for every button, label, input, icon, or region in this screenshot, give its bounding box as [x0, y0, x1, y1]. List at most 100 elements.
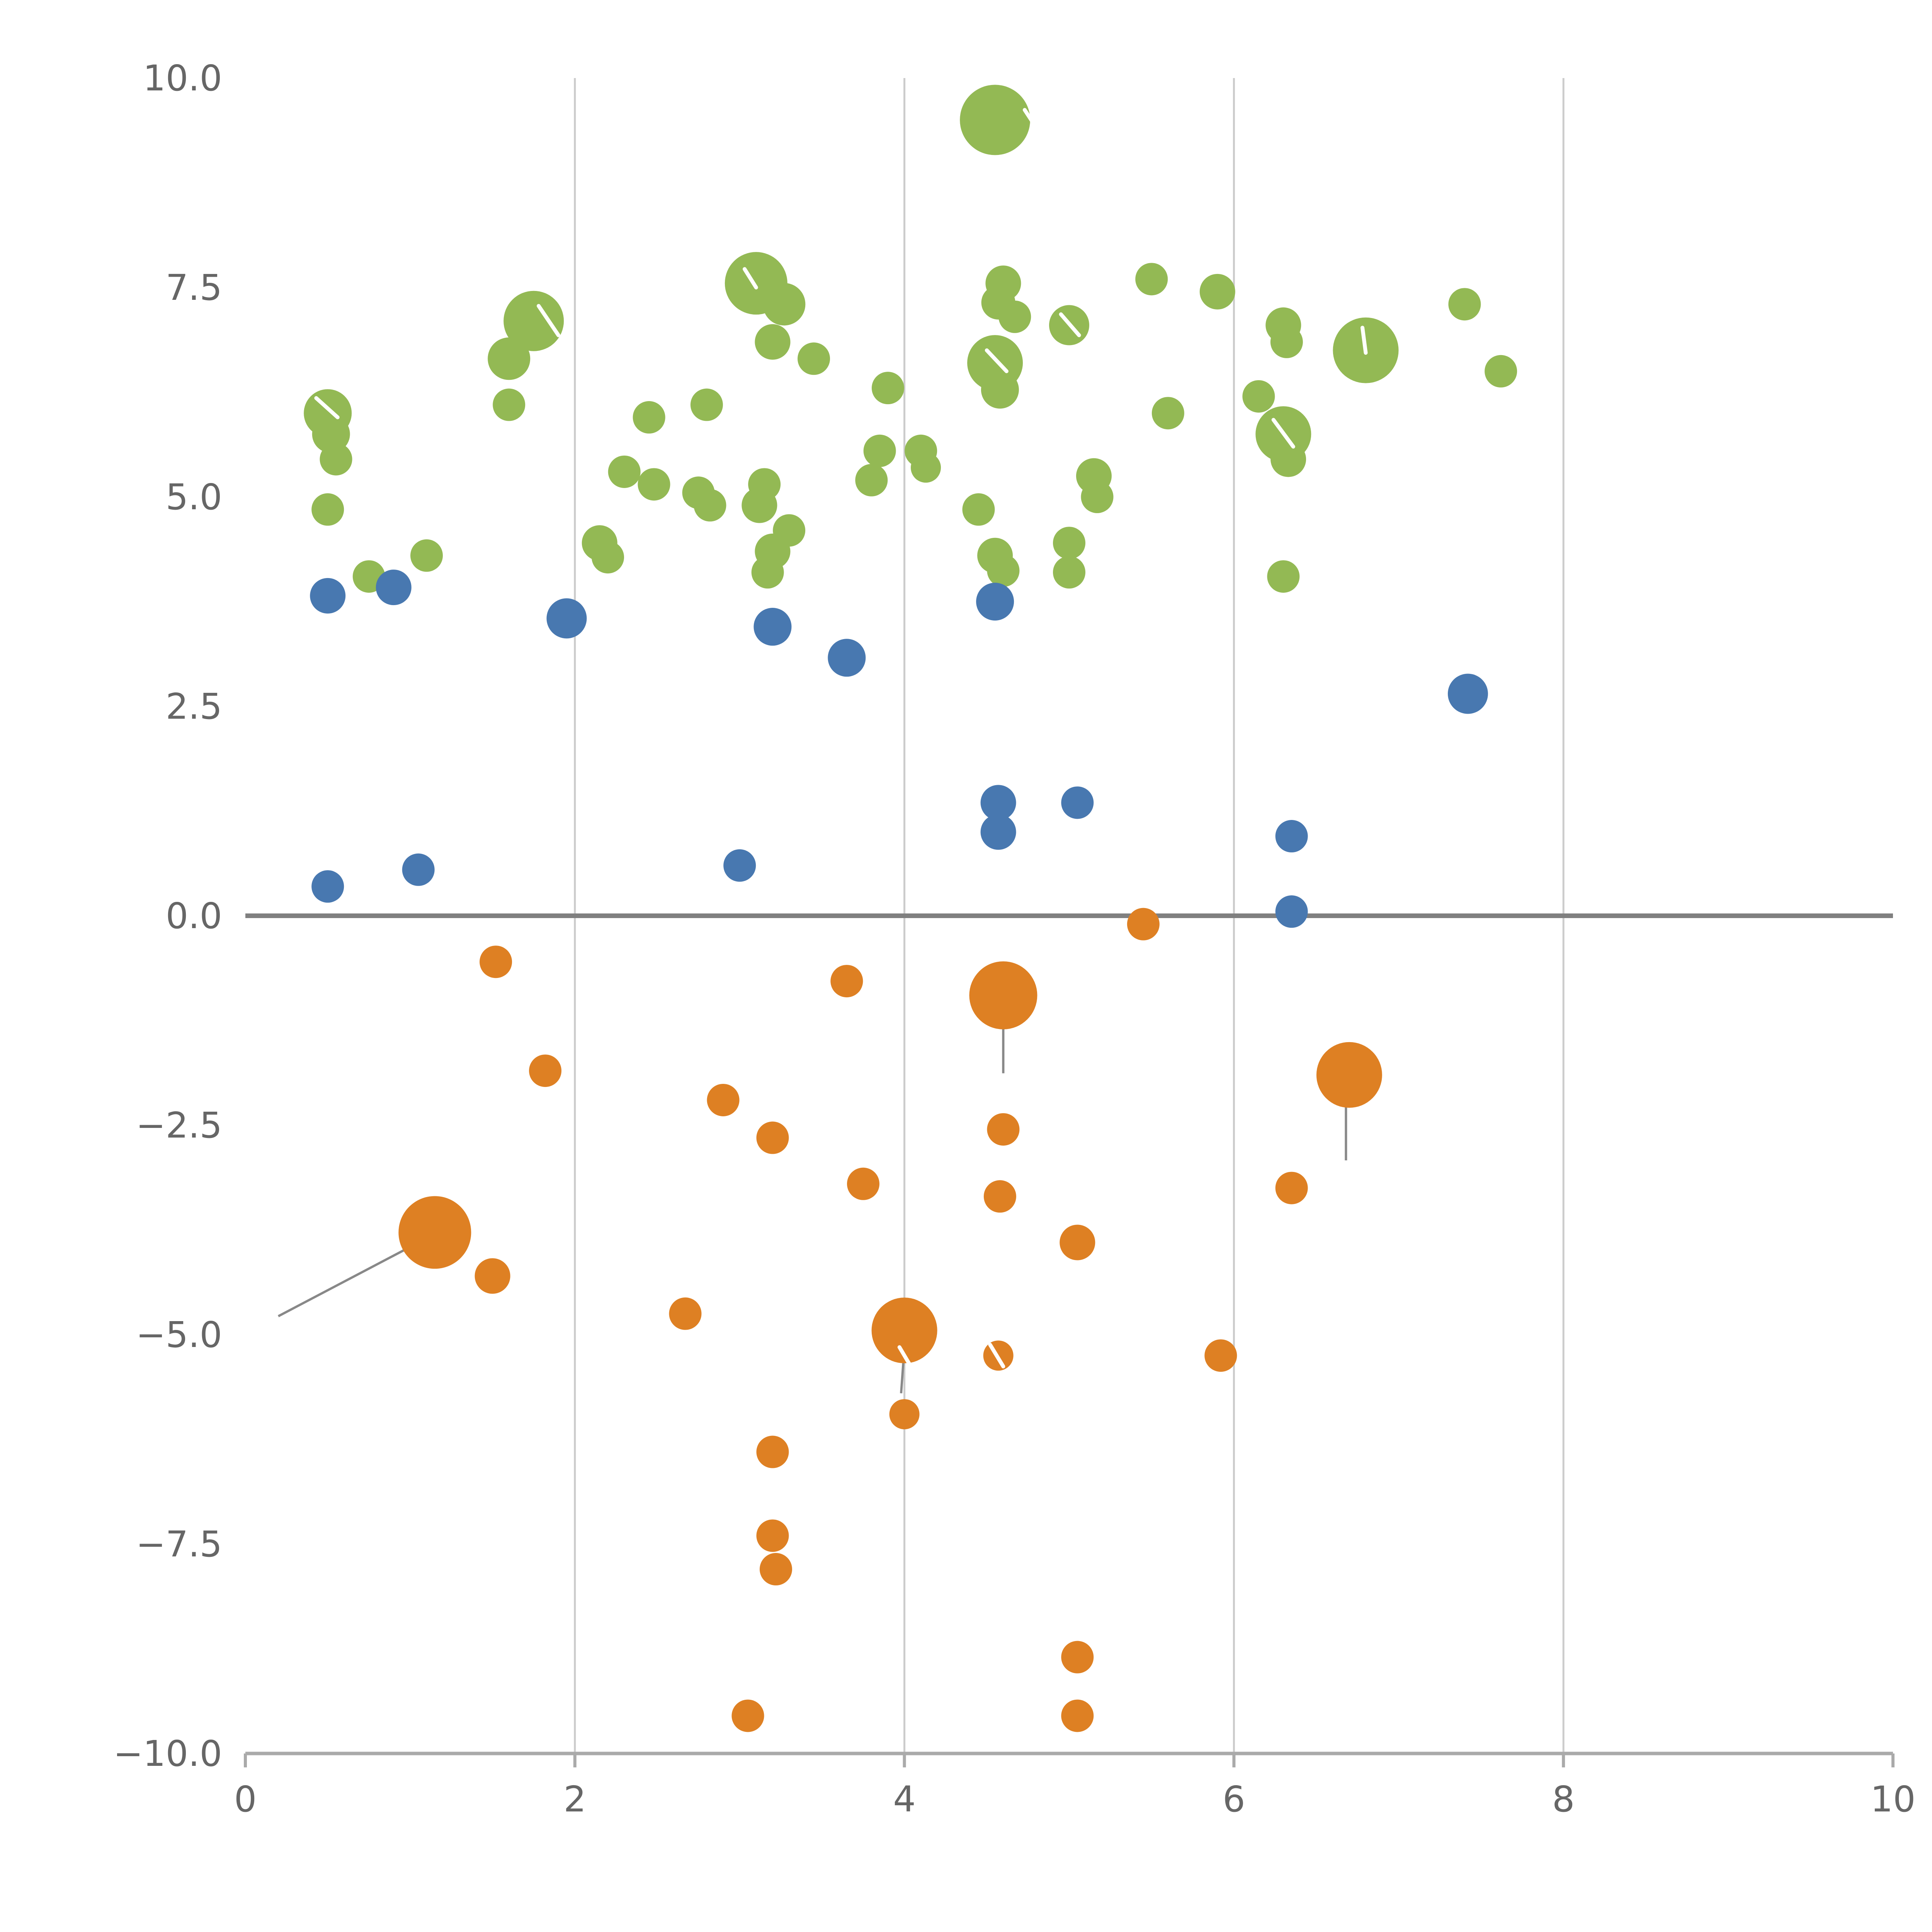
green-data-point — [1485, 355, 1517, 388]
orange-data-point — [756, 1519, 789, 1552]
green-data-point — [1448, 288, 1481, 321]
y-tick-label: −5.0 — [136, 1314, 222, 1355]
green-data-point — [312, 415, 350, 453]
blue-data-point — [546, 598, 587, 639]
orange-data-point — [756, 1435, 789, 1468]
white-mark — [985, 348, 1009, 373]
green-data-point — [320, 443, 352, 476]
blue-data-point — [828, 639, 866, 677]
green-data-point — [608, 455, 641, 488]
orange-data-point — [969, 961, 1037, 1029]
white-mark — [897, 1345, 917, 1374]
orange-data-point — [1204, 1339, 1237, 1372]
green-data-point — [981, 371, 1019, 409]
x-tick-label: 10 — [1870, 1779, 1915, 1820]
x-tick-label: 2 — [564, 1779, 587, 1820]
green-data-point — [855, 464, 888, 497]
y-tick-label: 7.5 — [166, 267, 222, 308]
green-data-point — [633, 401, 665, 434]
white-mark — [536, 304, 561, 337]
x-tick-label: 6 — [1223, 1779, 1245, 1820]
green-data-point — [987, 554, 1020, 587]
green-data-point — [751, 556, 784, 589]
x-tick-label: 0 — [234, 1779, 257, 1820]
blue-data-point — [311, 870, 344, 903]
orange-data-point — [529, 1054, 562, 1087]
orange-data-point — [760, 1553, 793, 1586]
orange-data-point — [1127, 908, 1160, 940]
y-tick-label: −7.5 — [136, 1524, 222, 1565]
white-mark — [988, 1343, 1005, 1369]
blue-data-point — [402, 853, 435, 886]
blue-data-point — [1061, 786, 1094, 819]
orange-data-point — [669, 1297, 702, 1330]
green-data-point — [488, 337, 531, 380]
orange-data-point — [1316, 1042, 1382, 1108]
y-tick-label: 2.5 — [166, 686, 222, 727]
green-data-point — [311, 493, 344, 526]
blue-data-point — [980, 814, 1016, 850]
green-data-point — [1242, 380, 1275, 413]
blue-data-point — [976, 583, 1014, 621]
green-data-point — [1267, 560, 1300, 593]
green-data-point — [503, 291, 564, 351]
orange-data-point — [1060, 1225, 1095, 1260]
blue-data-point — [980, 785, 1016, 821]
x-tick-label: 4 — [893, 1779, 916, 1820]
orange-data-point — [707, 1083, 740, 1116]
green-data-point — [798, 342, 830, 375]
orange-data-point — [1275, 1172, 1308, 1204]
y-tick-label: 10.0 — [143, 58, 222, 99]
green-data-point — [755, 324, 791, 360]
orange-data-point — [480, 946, 512, 978]
orange-data-point — [847, 1167, 879, 1200]
green-data-point — [1081, 481, 1114, 513]
orange-data-point — [830, 965, 863, 998]
green-data-point — [998, 300, 1031, 333]
green-data-point — [871, 372, 904, 405]
white-mark — [314, 396, 340, 420]
blue-data-point — [310, 578, 346, 614]
green-data-point — [962, 493, 995, 526]
orange-data-point — [987, 1113, 1020, 1146]
green-data-point — [690, 388, 723, 421]
white-mark — [1360, 326, 1368, 355]
green-data-point — [911, 452, 941, 483]
orange-data-point — [871, 1298, 937, 1364]
green-data-point — [1270, 441, 1306, 477]
annotation-line — [277, 1237, 427, 1317]
green-data-point — [493, 388, 526, 421]
blue-data-point — [723, 849, 756, 882]
y-tick-label: −2.5 — [136, 1105, 222, 1146]
blue-data-point — [376, 570, 412, 605]
green-data-point — [1270, 325, 1303, 358]
orange-data-point — [1061, 1641, 1094, 1673]
white-mark — [1271, 418, 1295, 449]
green-data-point — [1135, 263, 1168, 296]
green-data-point — [960, 85, 1031, 155]
orange-data-point — [731, 1699, 764, 1732]
y-tick-label: 0.0 — [166, 895, 222, 937]
white-mark — [742, 267, 758, 289]
green-data-point — [694, 489, 726, 522]
green-data-point — [638, 468, 670, 501]
orange-data-point — [889, 1399, 920, 1429]
green-data-point — [1199, 274, 1235, 310]
blue-data-point — [1447, 673, 1488, 714]
white-mark — [1059, 312, 1081, 337]
blue-data-point — [1275, 820, 1308, 853]
blue-data-point — [1275, 895, 1308, 928]
x-tick-label: 8 — [1552, 1779, 1575, 1820]
orange-data-point — [756, 1121, 789, 1154]
orange-data-point — [474, 1258, 510, 1294]
y-tick-label: 5.0 — [166, 476, 222, 518]
white-mark — [1022, 108, 1042, 134]
orange-data-point — [398, 1196, 471, 1269]
green-data-point — [592, 541, 624, 574]
green-data-point — [1151, 397, 1184, 430]
blue-data-point — [753, 608, 792, 646]
green-data-point — [863, 434, 896, 467]
y-tick-label: −10.0 — [113, 1733, 222, 1774]
green-data-point — [410, 539, 443, 572]
